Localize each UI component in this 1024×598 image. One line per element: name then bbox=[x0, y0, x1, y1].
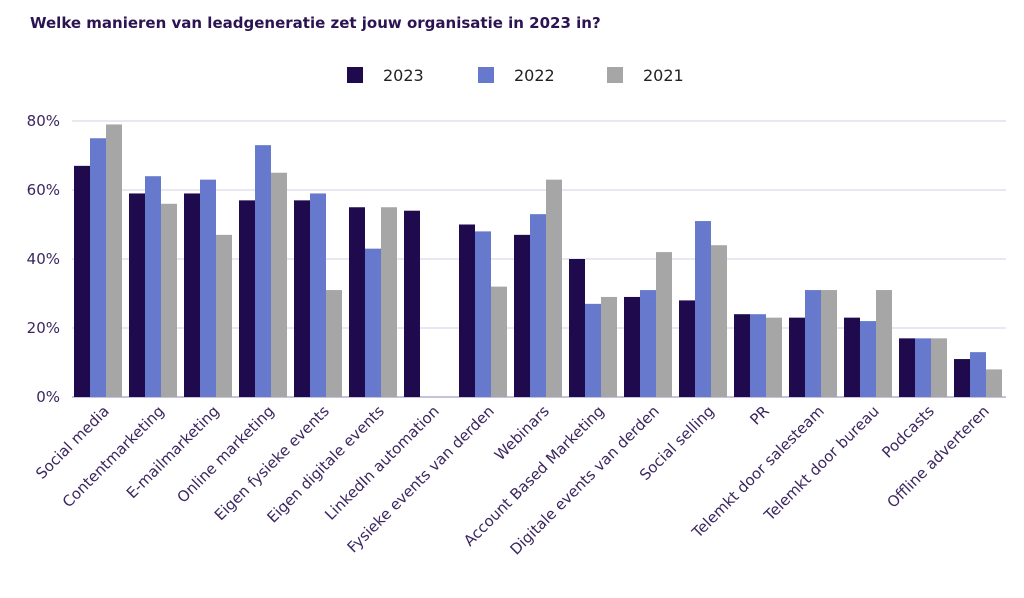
bar bbox=[216, 234, 232, 397]
bar bbox=[475, 231, 491, 397]
legend-label: 2021 bbox=[643, 66, 684, 85]
bar bbox=[601, 296, 617, 397]
bar bbox=[750, 314, 766, 397]
bar bbox=[530, 214, 546, 397]
bar bbox=[899, 338, 915, 397]
y-tick-label: 40% bbox=[27, 250, 60, 268]
chart-title: Welke manieren van leadgeneratie zet jou… bbox=[30, 14, 601, 32]
bar bbox=[656, 252, 672, 397]
x-tick-label: PR bbox=[746, 402, 772, 428]
x-tick-label: Contentmarketing bbox=[59, 402, 168, 511]
bar bbox=[459, 224, 475, 397]
bar bbox=[711, 245, 727, 397]
bar bbox=[310, 193, 326, 397]
bar bbox=[954, 359, 970, 397]
x-tick-label: Online marketing bbox=[173, 402, 277, 506]
bar bbox=[766, 317, 782, 397]
bar bbox=[145, 176, 161, 397]
bar bbox=[546, 179, 562, 397]
bar bbox=[90, 138, 106, 397]
bar bbox=[821, 290, 837, 397]
y-tick-label: 80% bbox=[27, 112, 60, 130]
y-tick-label: 0% bbox=[36, 388, 60, 406]
legend-label: 2022 bbox=[514, 66, 555, 85]
bar bbox=[734, 314, 750, 397]
bar bbox=[970, 352, 986, 397]
bar bbox=[239, 200, 255, 397]
bar bbox=[624, 296, 640, 397]
bar bbox=[695, 221, 711, 397]
bar bbox=[404, 210, 420, 397]
bar bbox=[844, 317, 860, 397]
legend-label: 2023 bbox=[383, 66, 424, 85]
bar bbox=[915, 338, 931, 397]
bar bbox=[805, 290, 821, 397]
bar bbox=[326, 290, 342, 397]
legend-swatch bbox=[347, 67, 363, 83]
bar bbox=[184, 193, 200, 397]
bar bbox=[679, 300, 695, 397]
bar bbox=[789, 317, 805, 397]
bar bbox=[294, 200, 310, 397]
legend-swatch bbox=[607, 67, 623, 83]
bar bbox=[74, 165, 90, 397]
bar bbox=[585, 303, 601, 397]
bar bbox=[271, 172, 287, 397]
bar bbox=[200, 179, 216, 397]
y-tick-label: 20% bbox=[27, 319, 60, 337]
bar bbox=[349, 207, 365, 397]
bar bbox=[381, 207, 397, 397]
bar bbox=[365, 248, 381, 397]
x-tick-label: E-mailmarketing bbox=[123, 402, 223, 502]
y-tick-label: 60% bbox=[27, 181, 60, 199]
legend-swatch bbox=[478, 67, 494, 83]
bar bbox=[986, 369, 1002, 397]
bar bbox=[514, 234, 530, 397]
bar bbox=[129, 193, 145, 397]
bar bbox=[876, 290, 892, 397]
bar bbox=[569, 259, 585, 397]
bar bbox=[491, 286, 507, 397]
bar bbox=[931, 338, 947, 397]
bar bbox=[255, 145, 271, 397]
bar bbox=[640, 290, 656, 397]
bar bbox=[106, 124, 122, 397]
bar bbox=[860, 321, 876, 397]
bar bbox=[161, 203, 177, 397]
x-tick-label: Offline adverteren bbox=[883, 402, 992, 511]
